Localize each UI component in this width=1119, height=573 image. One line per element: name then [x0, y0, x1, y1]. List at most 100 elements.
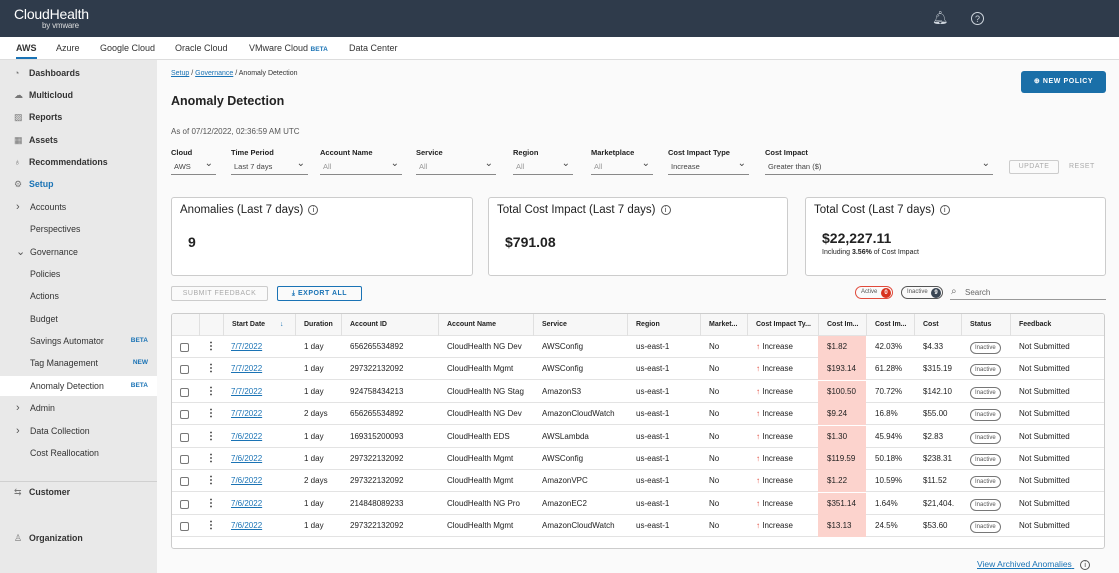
new-policy-button[interactable]: ⊕ NEW POLICY	[1021, 71, 1106, 93]
info-icon[interactable]: i	[1080, 560, 1091, 570]
start-date-link[interactable]: 7/6/2022	[231, 454, 263, 463]
search-input[interactable]: ⌕ Search	[950, 286, 1106, 300]
cell-start-date[interactable]: 7/6/2022	[223, 470, 295, 492]
filter-dropdown[interactable]: All	[320, 158, 402, 175]
row-menu-icon[interactable]: ⋮	[206, 453, 216, 464]
tab-vmware-cloud[interactable]: VMware Cloud BETA	[249, 43, 328, 53]
row-menu-icon[interactable]: ⋮	[206, 408, 216, 420]
sidebar-item-policies[interactable]: Policies	[0, 264, 157, 284]
column-header[interactable]: Market...	[700, 314, 747, 336]
row-checkbox[interactable]	[180, 343, 189, 352]
cell-start-date[interactable]: 7/7/2022	[223, 381, 295, 403]
sort-down-icon[interactable]: ↓	[280, 321, 284, 328]
column-header[interactable]: Feedback	[1010, 314, 1104, 336]
row-checkbox[interactable]	[180, 477, 189, 487]
sidebar-item-tag-management[interactable]: Tag Management NEW	[0, 353, 157, 373]
table-row[interactable]: ⋮ 7/7/2022 1 day 656265534892 CloudHealth NG…	[172, 336, 1104, 358]
table-row[interactable]: ⋮ 7/6/2022 1 day 169315200093 CloudHealth ED…	[172, 425, 1104, 448]
info-icon[interactable]: i	[308, 205, 319, 215]
row-menu-icon[interactable]: ⋮	[206, 497, 216, 509]
start-date-link[interactable]: 7/7/2022	[231, 409, 263, 419]
view-archived-link[interactable]: View Archived Anomalies i	[977, 559, 1091, 570]
sidebar-item-perspectives[interactable]: Perspectives	[0, 219, 157, 239]
start-date-link[interactable]: 7/7/2022	[231, 342, 263, 351]
sidebar-item-dashboards[interactable]: ◔ Dashboards	[0, 63, 157, 83]
row-checkbox[interactable]	[180, 410, 189, 420]
sidebar-item-budget[interactable]: Budget	[0, 309, 157, 329]
row-menu-icon[interactable]: ⋮	[206, 520, 216, 532]
sidebar-item-admin[interactable]: › Admin	[0, 398, 157, 418]
start-date-link[interactable]: 7/6/2022	[231, 431, 263, 441]
column-header[interactable]: Account ID	[341, 314, 438, 336]
sidebar-item-reports[interactable]: ▨ Reports	[0, 107, 157, 127]
row-checkbox[interactable]	[180, 499, 189, 509]
breadcrumb-setup[interactable]: Setup	[171, 70, 190, 77]
filter-dropdown[interactable]: Increase	[668, 158, 749, 175]
row-menu-icon[interactable]: ⋮	[206, 475, 216, 487]
reset-button[interactable]: RESET	[1069, 163, 1095, 170]
sidebar-item-data-collection[interactable]: › Data Collection	[0, 421, 157, 441]
sidebar-item-organization[interactable]: ♙ Organization	[0, 528, 157, 548]
table-row[interactable]: ⋮ 7/6/2022 1 day 297322132092 CloudHealth Mg…	[172, 448, 1104, 470]
sidebar-item-multicloud[interactable]: ☁ Multicloud	[0, 85, 157, 105]
tab-aws[interactable]: AWS	[16, 43, 37, 59]
cell-start-date[interactable]: 7/6/2022	[223, 493, 295, 515]
tab-azure[interactable]: Azure	[56, 43, 80, 53]
start-date-link[interactable]: 7/6/2022	[231, 476, 263, 486]
sidebar-item-governance[interactable]: ⌄ Governance	[0, 242, 157, 262]
column-header[interactable]: Start Date ↓	[223, 314, 295, 336]
table-row[interactable]: ⋮ 7/6/2022 1 day 214848089233 CloudHealth NG…	[172, 492, 1104, 515]
tab-data-center[interactable]: Data Center	[349, 43, 398, 53]
row-checkbox[interactable]	[180, 365, 189, 375]
row-menu-icon[interactable]: ⋮	[206, 363, 216, 375]
cloudhealth-logo[interactable]: CloudHealth by vmware	[14, 6, 89, 30]
column-header[interactable]: Account Name	[438, 314, 533, 336]
inactive-filter-pill[interactable]: Inactive 9	[901, 286, 943, 299]
info-icon[interactable]: i	[939, 205, 950, 215]
filter-dropdown[interactable]: All	[513, 158, 573, 175]
sidebar-item-actions[interactable]: Actions	[0, 286, 157, 306]
row-menu-icon[interactable]: ⋮	[206, 385, 216, 397]
submit-feedback-button[interactable]: SUBMIT FEEDBACK	[171, 286, 268, 301]
cell-start-date[interactable]: 7/6/2022	[223, 426, 295, 448]
table-row[interactable]: ⋮ 7/7/2022 1 day 297322132092 CloudHealth Mg…	[172, 358, 1104, 381]
start-date-link[interactable]: 7/7/2022	[231, 386, 263, 396]
sidebar-item-anomaly-detection[interactable]: Anomaly Detection BETA	[0, 376, 157, 396]
update-button[interactable]: UPDATE	[1009, 160, 1059, 174]
cell-start-date[interactable]: 7/7/2022	[223, 358, 295, 380]
row-menu-icon[interactable]: ⋮	[206, 341, 216, 352]
export-all-button[interactable]: ⤓ EXPORT ALL	[277, 286, 362, 301]
start-date-link[interactable]: 7/7/2022	[231, 364, 263, 374]
cell-start-date[interactable]: 7/6/2022	[223, 515, 295, 537]
filter-dropdown[interactable]: Greater than ($)	[765, 158, 993, 175]
column-header[interactable]: Status	[961, 314, 1010, 336]
breadcrumb-governance[interactable]: Governance	[195, 70, 234, 77]
cell-start-date[interactable]: 7/6/2022	[223, 448, 295, 470]
row-checkbox[interactable]	[180, 387, 189, 397]
column-header[interactable]: Cost	[914, 314, 961, 336]
start-date-link[interactable]: 7/6/2022	[231, 498, 263, 508]
row-checkbox[interactable]	[180, 455, 189, 464]
tab-google-cloud[interactable]: Google Cloud	[100, 43, 155, 53]
sidebar-item-customer[interactable]: ⇆ Customer	[0, 481, 157, 501]
column-header[interactable]: Cost Im...	[818, 314, 866, 336]
row-checkbox[interactable]	[180, 522, 189, 532]
active-filter-pill[interactable]: Active 0	[855, 286, 893, 299]
sidebar-item-assets[interactable]: ▦ Assets	[0, 130, 157, 150]
column-header[interactable]: Service	[533, 314, 627, 336]
filter-dropdown[interactable]: AWS	[171, 158, 216, 175]
help-icon[interactable]: ?	[971, 12, 984, 25]
table-row[interactable]: ⋮ 7/6/2022 2 days 297322132092 CloudHealth M…	[172, 470, 1104, 493]
start-date-link[interactable]: 7/6/2022	[231, 521, 263, 531]
table-row[interactable]: ⋮ 7/6/2022 1 day 297322132092 CloudHealth Mg…	[172, 515, 1104, 538]
filter-dropdown[interactable]: All	[416, 158, 496, 175]
table-row[interactable]: ⋮ 7/7/2022 1 day 924758434213 CloudHealth NG…	[172, 380, 1104, 403]
filter-dropdown[interactable]: Last 7 days	[231, 158, 308, 175]
sidebar-item-accounts[interactable]: › Accounts	[0, 197, 157, 217]
column-header[interactable]: Region	[627, 314, 700, 336]
info-icon[interactable]: i	[660, 205, 671, 215]
row-checkbox[interactable]	[180, 432, 189, 442]
cell-start-date[interactable]: 7/7/2022	[223, 336, 295, 358]
cell-start-date[interactable]: 7/7/2022	[223, 403, 295, 425]
sidebar-item-recommendations[interactable]: ♁ Recommendations	[0, 152, 157, 172]
